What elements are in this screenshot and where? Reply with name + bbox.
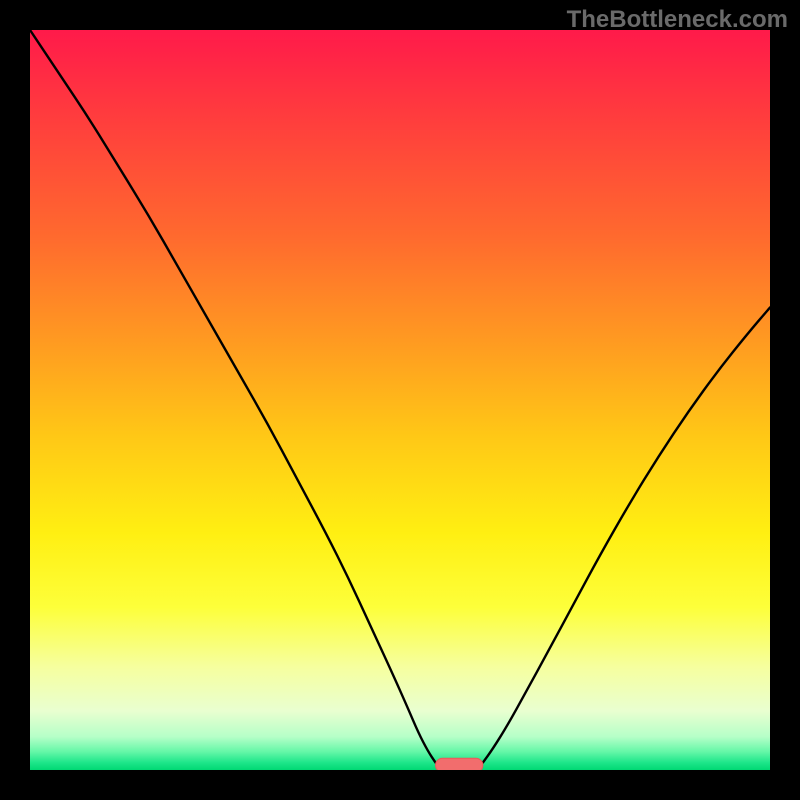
chart-canvas: TheBottleneck.com [0, 0, 800, 800]
bottleneck-curve-plot [30, 30, 770, 770]
optimal-range-marker [436, 758, 483, 770]
gradient-background [30, 30, 770, 770]
watermark-text: TheBottleneck.com [567, 6, 788, 34]
